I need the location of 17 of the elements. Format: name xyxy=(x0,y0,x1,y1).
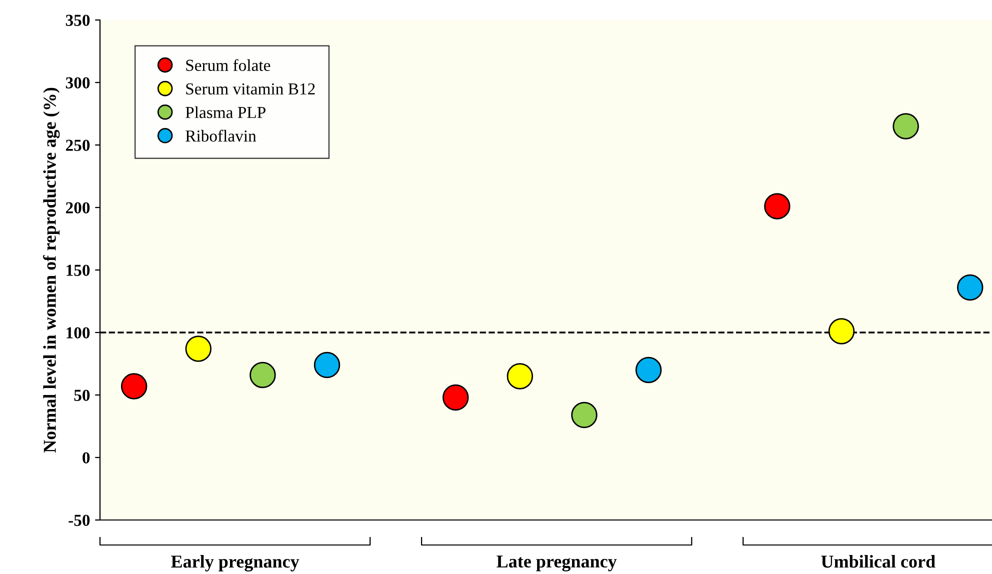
x-tick-label: Early pregnancy xyxy=(171,555,300,572)
y-axis-title: Normal level in women of reproductive age (%) xyxy=(43,88,60,453)
y-tick-label: 100 xyxy=(66,327,90,338)
y-tick-label: 350 xyxy=(66,14,90,26)
y-tick-label: 300 xyxy=(66,77,90,88)
legend-label: Serum vitamin B12 xyxy=(186,83,315,95)
y-tick-label: 0 xyxy=(82,452,90,464)
x-tick-label: Umbilical cord xyxy=(821,555,936,568)
y-tick-label: 200 xyxy=(66,202,90,214)
y-tick-label: 50 xyxy=(74,390,90,401)
legend-label: Plasma PLP xyxy=(186,106,266,118)
legend-label: Riboflavin xyxy=(186,130,256,142)
y-tick-label: -50 xyxy=(68,514,90,526)
y-tick-label: 150 xyxy=(66,264,90,276)
y-tick-label: 250 xyxy=(66,140,90,151)
legend-label: Serum folate xyxy=(186,59,270,71)
x-tick-label: Late pregnancy xyxy=(496,556,617,572)
